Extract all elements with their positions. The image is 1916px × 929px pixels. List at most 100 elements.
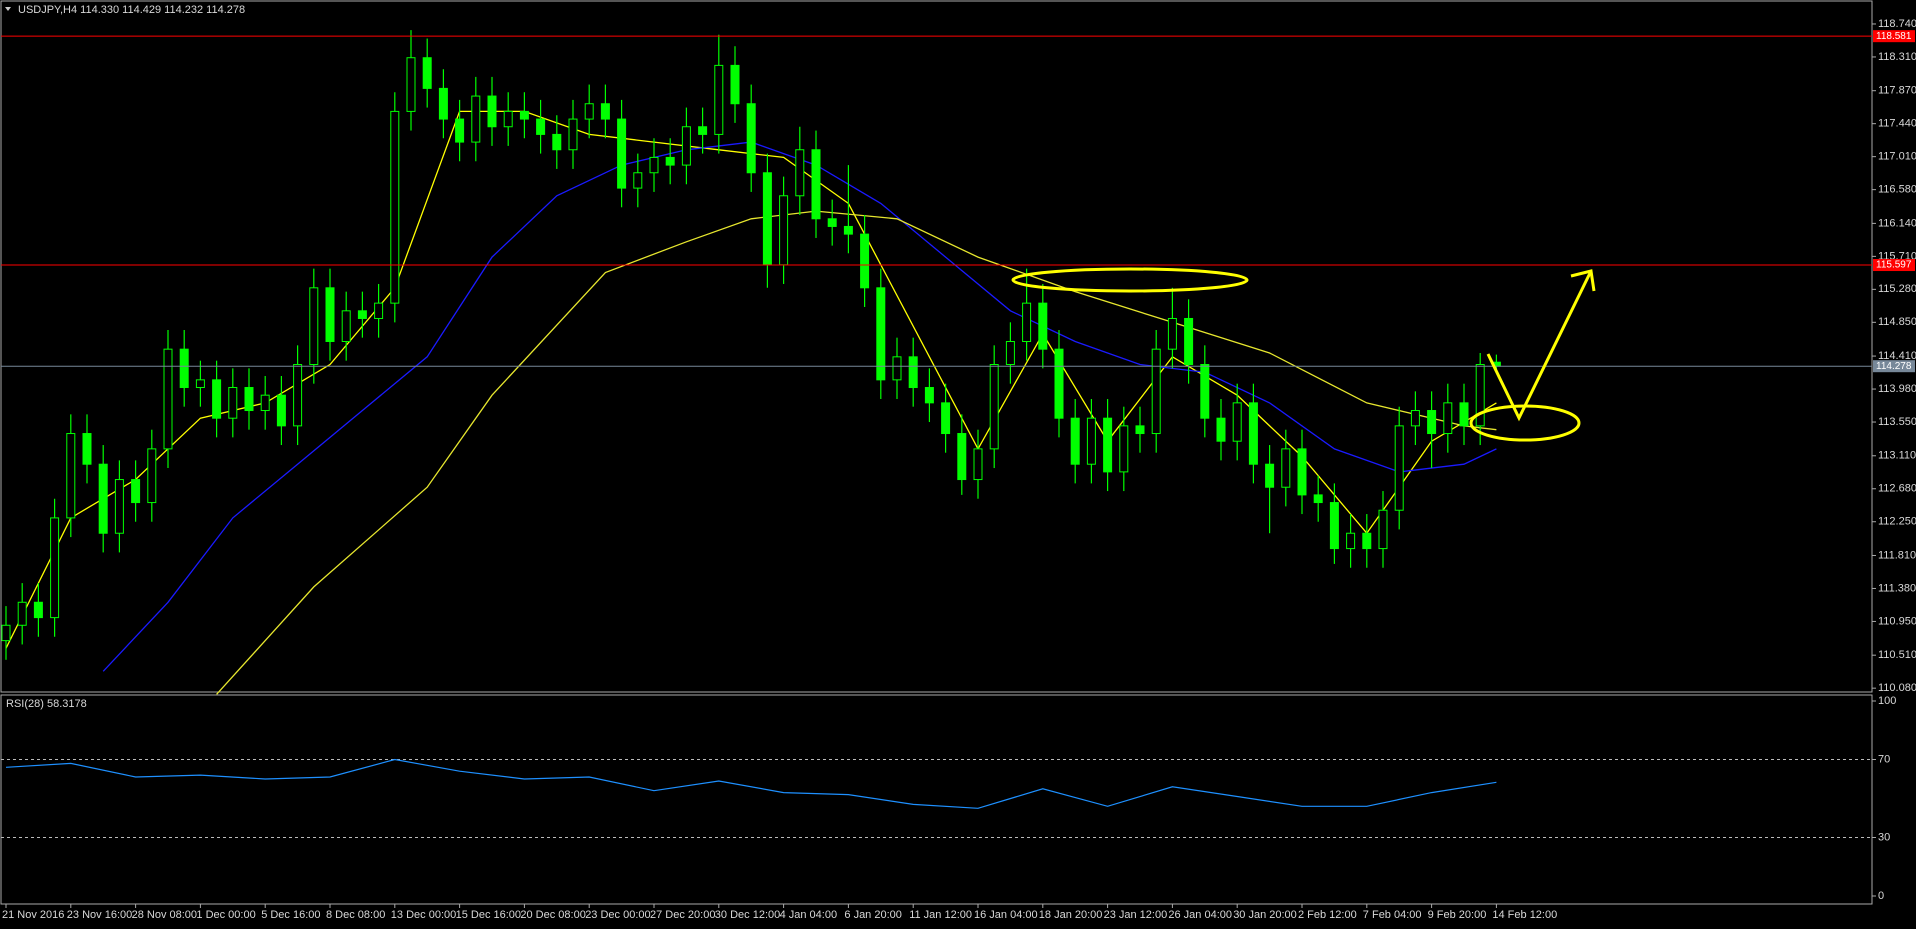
- x-tick-label: 26 Jan 04:00: [1168, 909, 1232, 921]
- y-tick-label: 112.250: [1878, 516, 1916, 528]
- candle-body: [1313, 494, 1323, 504]
- y-tick-label: 113.980: [1878, 383, 1916, 395]
- x-tick-label: 16 Jan 04:00: [974, 909, 1038, 921]
- candle-body: [973, 448, 983, 481]
- rsi-frame: [0, 694, 1873, 905]
- x-tick-label: 23 Jan 12:00: [1104, 909, 1168, 921]
- candle-body: [811, 149, 821, 220]
- x-tick-label: 14 Feb 12:00: [1492, 909, 1557, 921]
- x-tick-label: 11 Jan 12:00: [909, 909, 972, 921]
- candle-body: [422, 57, 432, 89]
- candle-body: [665, 156, 675, 166]
- candle-body: [827, 218, 837, 227]
- x-tick-label: 15 Dec 16:00: [456, 909, 521, 921]
- candle-body: [1297, 448, 1307, 496]
- y-tick-label: 117.010: [1878, 151, 1916, 163]
- y-tick-label: 115.280: [1878, 283, 1916, 295]
- candle-body: [357, 310, 367, 319]
- x-tick-label: 27 Dec 20:00: [650, 909, 715, 921]
- y-tick-label: 117.870: [1878, 85, 1916, 97]
- y-tick-label: 117.440: [1878, 118, 1916, 130]
- rsi-line: [5, 758, 1497, 809]
- candle-body: [1167, 317, 1177, 350]
- candle-body: [892, 356, 902, 381]
- candle-body: [1443, 402, 1453, 435]
- candle-body: [1232, 402, 1242, 442]
- moving-average: [216, 210, 1497, 695]
- candle-body: [1329, 502, 1339, 550]
- candle-body: [163, 348, 173, 450]
- candle-body: [293, 364, 303, 427]
- candle-body: [325, 287, 335, 342]
- candle-body: [876, 287, 886, 381]
- candle-body: [1394, 425, 1404, 511]
- candle-body: [66, 433, 76, 519]
- y-tick-label: 112.680: [1878, 483, 1916, 495]
- y-tick-label: 111.380: [1878, 582, 1916, 594]
- candle-body: [1200, 364, 1210, 419]
- x-tick-label: 4 Jan 04:00: [780, 909, 838, 921]
- y-tick-label: 100: [1878, 695, 1896, 707]
- main-frame: [0, 0, 1873, 693]
- x-tick-label: 13 Dec 00:00: [391, 909, 456, 921]
- price-level-box: [1873, 259, 1915, 272]
- candle-body: [374, 302, 384, 319]
- candle-body: [50, 517, 60, 619]
- x-tick-label: 30 Jan 20:00: [1233, 909, 1297, 921]
- menu-icon[interactable]: [5, 7, 11, 11]
- candle-body: [1459, 402, 1469, 427]
- candle-body: [1086, 417, 1096, 465]
- candle-body: [33, 601, 43, 619]
- x-tick-label: 6 Jan 20:00: [844, 909, 902, 921]
- y-tick-label: 70: [1878, 753, 1890, 765]
- candle-body: [1, 624, 11, 642]
- x-tick-label: 7 Feb 04:00: [1363, 909, 1422, 921]
- candle-body: [698, 126, 708, 135]
- candle-body: [746, 103, 756, 174]
- candle-body: [195, 379, 205, 389]
- y-tick-label: 114.850: [1878, 316, 1916, 328]
- candle-body: [795, 149, 805, 197]
- candle-body: [487, 95, 497, 128]
- candle-body: [1281, 448, 1291, 488]
- price-level-box: [1873, 360, 1915, 373]
- x-tick-label: 30 Dec 12:00: [715, 909, 780, 921]
- x-tick-label: 1 Dec 00:00: [196, 909, 255, 921]
- y-tick-label: 113.110: [1878, 450, 1916, 462]
- candle-body: [1184, 317, 1194, 366]
- candle-body: [1362, 532, 1372, 550]
- y-tick-label: 118.310: [1878, 51, 1916, 63]
- candle-body: [471, 95, 481, 143]
- y-tick-label: 110.950: [1878, 615, 1916, 627]
- candle-body: [843, 225, 853, 235]
- y-tick-label: 113.550: [1878, 416, 1916, 428]
- candle-body: [406, 57, 416, 112]
- candle-body: [341, 310, 351, 342]
- candle-body: [98, 463, 108, 534]
- candle-body: [260, 394, 270, 412]
- candle-body: [147, 448, 157, 504]
- candle-body: [1410, 410, 1420, 427]
- candle-body: [860, 233, 870, 289]
- y-tick-label: 110.080: [1878, 682, 1916, 694]
- annotation-arrowhead: [1570, 269, 1596, 292]
- candle-body: [989, 364, 999, 450]
- x-tick-label: 2 Feb 12:00: [1298, 909, 1357, 921]
- annotation-ellipse: [1011, 267, 1249, 293]
- candle-body: [1216, 417, 1226, 442]
- candle-body: [1054, 348, 1064, 419]
- candle-body: [568, 118, 578, 151]
- candle-body: [1005, 340, 1015, 366]
- candle-body: [438, 87, 448, 120]
- candle-body: [390, 110, 400, 304]
- candle-body: [503, 110, 513, 128]
- candle-body: [552, 133, 562, 151]
- x-tick-label: 21 Nov 2016: [2, 909, 64, 921]
- x-tick-label: 8 Dec 08:00: [326, 909, 385, 921]
- candle-body: [244, 387, 254, 412]
- candle-body: [957, 433, 967, 481]
- candle-body: [730, 64, 740, 105]
- y-tick-label: 30: [1878, 831, 1890, 843]
- y-tick-label: 111.810: [1878, 549, 1916, 561]
